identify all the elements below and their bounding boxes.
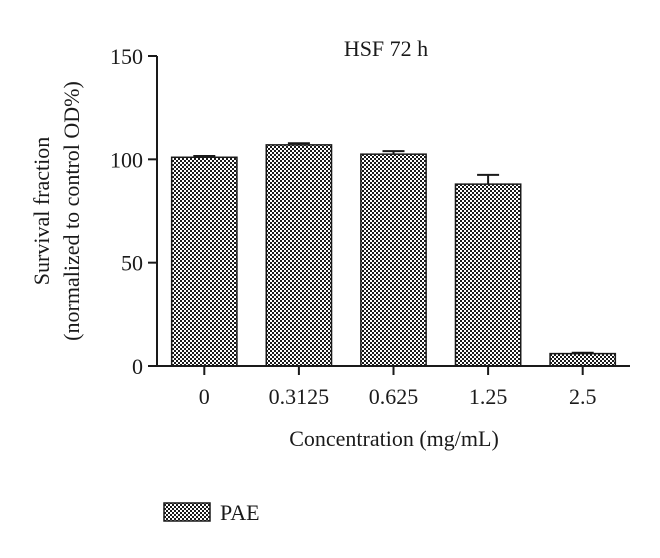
y-tick-label: 0 bbox=[132, 354, 143, 379]
legend-swatch bbox=[163, 502, 211, 522]
y-tick-label: 150 bbox=[110, 44, 143, 69]
y-axis-title: Survival fraction (normalized to control… bbox=[29, 81, 84, 341]
y-tick-label: 100 bbox=[110, 147, 143, 172]
x-tick-label: 1.25 bbox=[469, 384, 508, 409]
legend: PAE bbox=[163, 500, 260, 525]
x-tick-label: 0.3125 bbox=[269, 384, 330, 409]
x-axis-title: Concentration (mg/mL) bbox=[289, 426, 499, 451]
plot-area: 0 50 100 150 0 0.3125 0.625 1.25 2.5 bbox=[110, 44, 617, 409]
chart-title: HSF 72 h bbox=[344, 36, 428, 61]
legend-label: PAE bbox=[220, 500, 260, 525]
x-tick-label: 2.5 bbox=[569, 384, 597, 409]
y-tick-label: 50 bbox=[121, 251, 143, 276]
bar bbox=[454, 183, 522, 367]
x-tick-label: 0.625 bbox=[369, 384, 419, 409]
bar bbox=[170, 156, 238, 367]
y-axis-title-line2: (normalized to control OD%) bbox=[59, 81, 84, 341]
bar bbox=[360, 153, 427, 367]
bar bbox=[549, 352, 617, 367]
bar bbox=[265, 144, 333, 367]
x-tick-label: 0 bbox=[199, 384, 210, 409]
y-axis-title-line1: Survival fraction bbox=[29, 137, 54, 285]
